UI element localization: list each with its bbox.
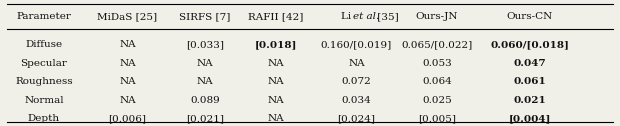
Text: [35]: [35] [374, 12, 399, 21]
Text: 0.064: 0.064 [422, 77, 452, 86]
Text: Diffuse: Diffuse [25, 40, 63, 49]
Text: [0.033]: [0.033] [186, 40, 224, 49]
Text: Parameter: Parameter [17, 12, 71, 21]
Text: NA: NA [119, 59, 136, 68]
Text: 0.034: 0.034 [342, 96, 371, 105]
Text: [0.018]: [0.018] [255, 40, 297, 49]
Text: Normal: Normal [24, 96, 64, 105]
Text: [0.004]: [0.004] [508, 114, 551, 123]
Text: Ours-CN: Ours-CN [507, 12, 553, 21]
Text: 0.089: 0.089 [190, 96, 219, 105]
Text: Ours-JN: Ours-JN [415, 12, 458, 21]
Text: NA: NA [197, 59, 213, 68]
Text: et al.: et al. [353, 12, 379, 21]
Text: NA: NA [119, 40, 136, 49]
Text: 0.025: 0.025 [422, 96, 452, 105]
Text: 0.065/[0.022]: 0.065/[0.022] [401, 40, 472, 49]
Text: [0.005]: [0.005] [418, 114, 456, 123]
Text: Li: Li [341, 12, 354, 21]
Text: NA: NA [119, 96, 136, 105]
Text: RAFII [42]: RAFII [42] [248, 12, 304, 21]
Text: NA: NA [268, 59, 285, 68]
Text: 0.160/[0.019]: 0.160/[0.019] [321, 40, 392, 49]
Text: NA: NA [268, 77, 285, 86]
Text: NA: NA [268, 96, 285, 105]
Text: Specular: Specular [20, 59, 68, 68]
Text: 0.021: 0.021 [513, 96, 546, 105]
Text: NA: NA [268, 114, 285, 123]
Text: 0.047: 0.047 [513, 59, 546, 68]
Text: [0.006]: [0.006] [108, 114, 146, 123]
Text: Roughness: Roughness [15, 77, 73, 86]
Text: 0.061: 0.061 [513, 77, 546, 86]
Text: [0.021]: [0.021] [186, 114, 224, 123]
Text: NA: NA [348, 59, 365, 68]
Text: 0.060/[0.018]: 0.060/[0.018] [490, 40, 569, 49]
Text: 0.072: 0.072 [342, 77, 371, 86]
Text: SIRFS [7]: SIRFS [7] [179, 12, 231, 21]
Text: Depth: Depth [28, 114, 60, 123]
Text: [0.024]: [0.024] [337, 114, 375, 123]
Text: NA: NA [197, 77, 213, 86]
Text: 0.053: 0.053 [422, 59, 452, 68]
Text: MiDaS [25]: MiDaS [25] [97, 12, 157, 21]
Text: NA: NA [119, 77, 136, 86]
